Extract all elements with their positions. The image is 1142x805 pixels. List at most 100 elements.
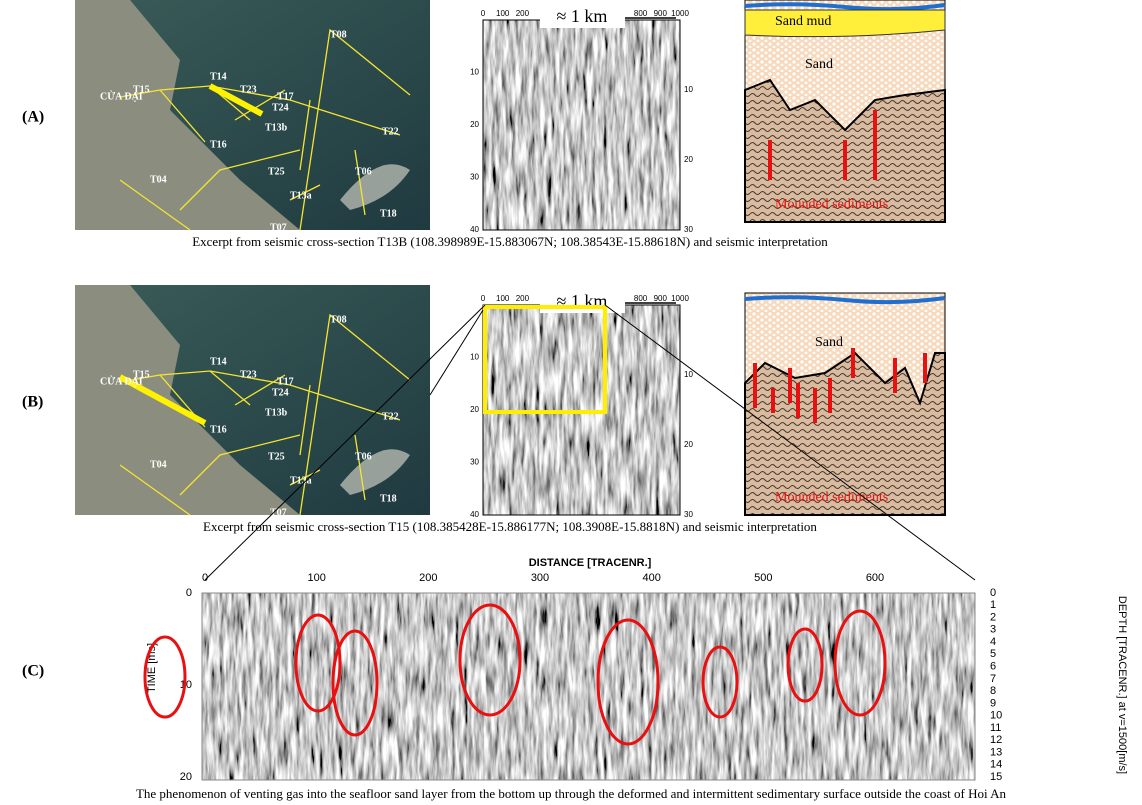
top-tick: 800 [634, 9, 648, 18]
top-tick: 0 [481, 9, 486, 18]
map-label: T06 [355, 451, 372, 462]
scale-label: ≈ 1 km [557, 6, 608, 26]
map-label: CỬA ĐẠI [100, 90, 143, 102]
time-tick: 40 [470, 225, 479, 234]
x-tick-label: 200 [419, 572, 437, 584]
seismic-frame [201, 592, 976, 781]
top-tick: 100 [496, 9, 510, 18]
map-land [75, 0, 300, 230]
y-tick-label: 20 [180, 771, 192, 783]
sea-surface [744, 295, 946, 305]
mounded-sediments [744, 351, 946, 516]
y2-tick-label: 8 [990, 685, 996, 697]
gas-highlight [331, 629, 379, 737]
survey-lines [119, 28, 411, 231]
zoom-connector [204, 304, 486, 581]
y-axis-title: TIME [ms] [146, 643, 158, 693]
panel-label: (A) [22, 109, 44, 126]
map-label: T24 [272, 387, 289, 398]
map-label: T15 [133, 84, 150, 95]
y2-tick-label: 14 [990, 759, 1002, 771]
sea-surface [744, 2, 946, 12]
map-label: T23 [240, 369, 257, 380]
interpretation-label: Sand [815, 335, 843, 350]
time-tick: 20 [470, 405, 479, 414]
gas-highlight [701, 645, 739, 719]
x-tick-label: 100 [307, 572, 325, 584]
depth-tick: 10 [684, 85, 693, 94]
time-tick: 30 [470, 458, 479, 467]
interpretation-label: Sand mud [775, 14, 831, 29]
x-tick-label: 600 [866, 572, 884, 584]
y2-tick-label: 4 [990, 636, 996, 648]
x-tick-label: 400 [642, 572, 660, 584]
y2-tick-label: 6 [990, 661, 996, 673]
map-label: T18 [380, 208, 397, 219]
top-tick: 0 [481, 294, 486, 303]
y2-tick-label: 12 [990, 734, 1002, 746]
map-label: T25 [268, 451, 285, 462]
y2-tick-label: 3 [990, 624, 996, 636]
map-label: T04 [150, 174, 167, 185]
seismic-section [483, 20, 680, 230]
map-label: T08 [330, 29, 347, 40]
highlight-line [118, 374, 207, 426]
time-tick: 10 [470, 353, 479, 362]
zoom-box [483, 305, 607, 414]
map-label: T17 [277, 91, 294, 102]
map-label: T15 [133, 369, 150, 380]
map-label: T18 [380, 493, 397, 504]
zoom-connector [604, 304, 976, 581]
survey-lines [119, 313, 411, 516]
y2-tick-label: 9 [990, 697, 996, 709]
y2-tick-label: 0 [990, 587, 996, 599]
time-tick: 30 [470, 173, 479, 182]
top-tick: 200 [516, 294, 530, 303]
x-axis-title: DISTANCE [TRACENR.] [529, 557, 652, 569]
zoom-connector [429, 309, 484, 396]
top-tick: 900 [654, 9, 668, 18]
map-label: T13b [265, 122, 288, 133]
map-land [75, 285, 300, 515]
interpretation-label: Mounded sediments [775, 197, 888, 212]
sand-mud-layer [744, 9, 946, 38]
depth-tick: 30 [684, 510, 693, 519]
panel-label: (B) [22, 394, 43, 411]
map-label: T08 [330, 314, 347, 325]
x-tick-label: 300 [531, 572, 549, 584]
top-tick: 200 [516, 9, 530, 18]
interpretation-label: Sand [805, 57, 833, 72]
highlight-line [208, 83, 264, 117]
gas-highlight [294, 613, 342, 713]
top-tick: 900 [654, 294, 668, 303]
depth-tick: 20 [684, 440, 693, 449]
top-tick: 100 [496, 294, 510, 303]
map-sandbar [340, 164, 410, 210]
depth-tick: 20 [684, 155, 693, 164]
panel-label: (C) [22, 663, 44, 680]
caption: The phenomenon of venting gas into the s… [136, 786, 1007, 801]
time-tick: 20 [470, 120, 479, 129]
y2-tick-label: 7 [990, 673, 996, 685]
caption: Excerpt from seismic cross-section T13B … [192, 234, 828, 249]
scale-box [540, 6, 625, 28]
map-label: T22 [382, 126, 399, 137]
map-label: T17 [277, 376, 294, 387]
y2-tick-label: 10 [990, 710, 1002, 722]
map-label: T07 [270, 222, 287, 233]
map-label: T14 [210, 71, 227, 82]
time-tick: 40 [470, 510, 479, 519]
map-label: T16 [210, 424, 227, 435]
top-tick: 1000 [671, 294, 689, 303]
map-label: T23 [240, 84, 257, 95]
map-label: T07 [270, 507, 287, 518]
y2-tick-label: 11 [990, 722, 1001, 734]
depth-tick: 30 [684, 225, 693, 234]
seismic-section [202, 593, 975, 780]
map-label: T22 [382, 411, 399, 422]
gas-highlight [458, 603, 522, 717]
map-label: T13a [290, 475, 312, 486]
y2-tick-label: 2 [990, 611, 996, 623]
map-label: T14 [210, 356, 227, 367]
